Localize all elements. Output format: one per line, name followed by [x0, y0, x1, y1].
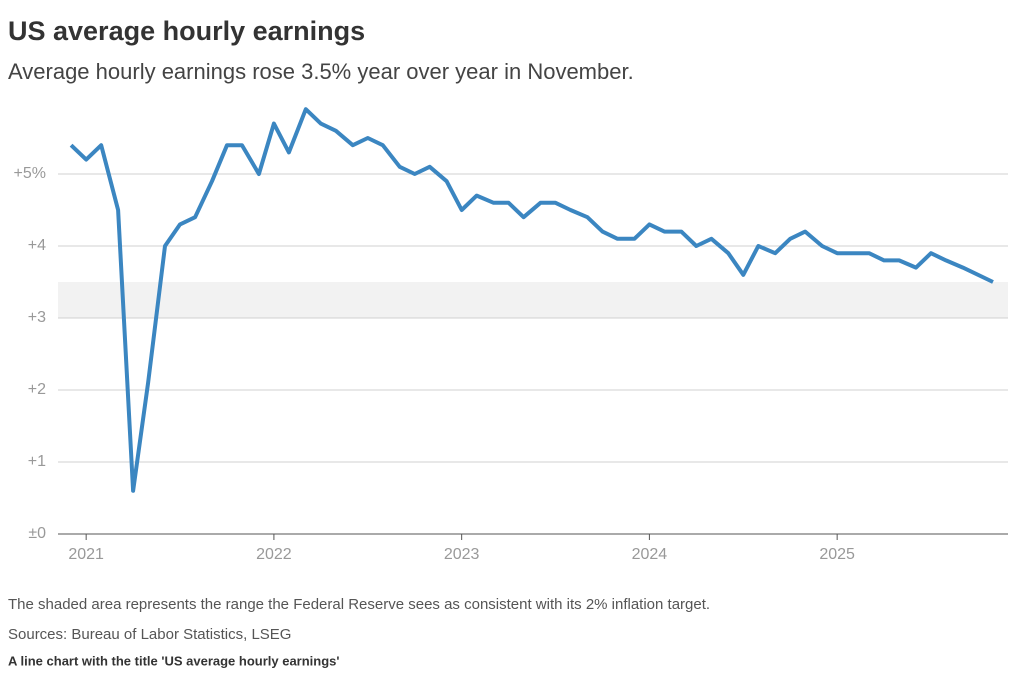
y-tick-label: +3 [28, 309, 46, 326]
x-tick-label: 2021 [68, 546, 104, 563]
chart-title: US average hourly earnings [8, 16, 365, 46]
shaded-range [58, 282, 1008, 318]
y-tick-label: +4 [28, 237, 46, 254]
y-tick-label: +1 [28, 453, 46, 470]
y-tick-label: +5% [14, 165, 46, 182]
x-tick-label: 2024 [632, 546, 668, 563]
x-tick-label: 2023 [444, 546, 480, 563]
source: Sources: Bureau of Labor Statistics, LSE… [8, 626, 291, 643]
chart-subtitle: Average hourly earnings rose 3.5% year o… [8, 59, 634, 84]
y-tick-label: ±0 [28, 525, 46, 542]
x-tick-label: 2022 [256, 546, 292, 563]
y-tick-label: +2 [28, 381, 46, 398]
x-tick-label: 2025 [819, 546, 855, 563]
line [69, 107, 994, 493]
note: The shaded area represents the range the… [8, 596, 710, 613]
caption: A line chart with the title 'US average … [8, 653, 340, 668]
plot: ±0 +1 +2 +3 +4 +5% 2021 2022 2023 2024 2025 [14, 107, 1008, 563]
